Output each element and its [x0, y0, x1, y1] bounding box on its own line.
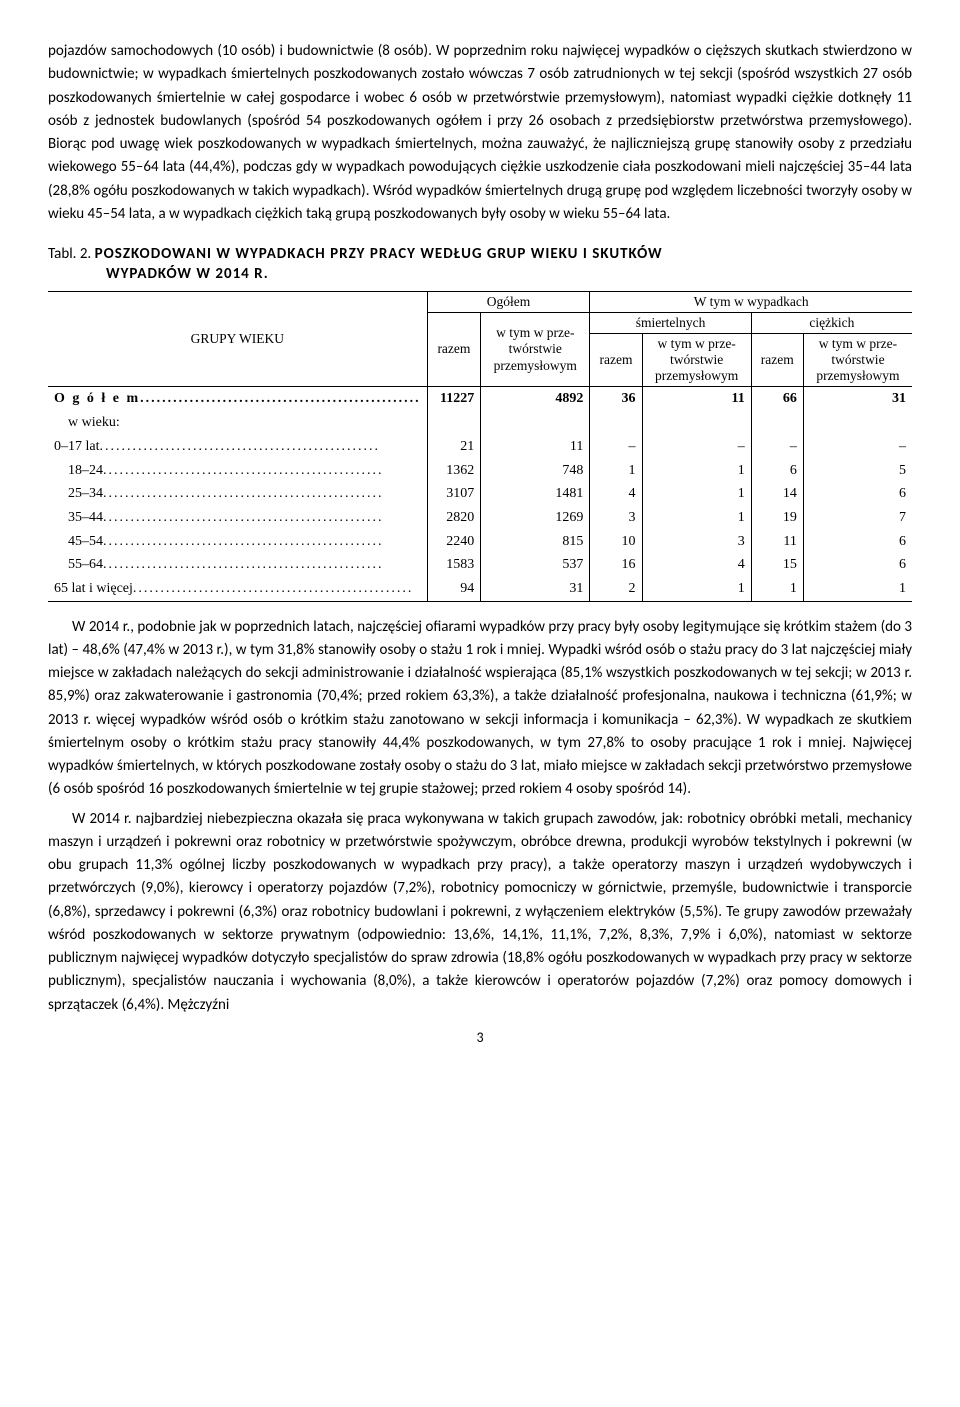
table-row: 18–2413627481165 — [48, 459, 912, 483]
cell: 1 — [590, 459, 642, 483]
cell: 5 — [803, 459, 912, 483]
page-number: 3 — [48, 1027, 912, 1049]
cell: 10 — [590, 530, 642, 554]
cell: 36 — [590, 387, 642, 411]
row-label: 35–44 — [48, 506, 427, 530]
cell: 2820 — [427, 506, 481, 530]
row-label: 18–24 — [48, 459, 427, 483]
cell: 7 — [803, 506, 912, 530]
cell: 6 — [803, 553, 912, 577]
cell: 14 — [751, 482, 803, 506]
table-row: 35–442820126931197 — [48, 506, 912, 530]
col-razem-2: razem — [590, 333, 642, 387]
cell: 11 — [481, 435, 590, 459]
table-row: 25–343107148141146 — [48, 482, 912, 506]
caption-title-1: POSZKODOWANI W WYPADKACH PRZY PRACY WEDŁ… — [95, 245, 663, 263]
cell: 15 — [751, 553, 803, 577]
col-ogolem: Ogółem — [427, 291, 590, 312]
cell: 3 — [590, 506, 642, 530]
col-ciezkich: ciężkich — [751, 312, 912, 333]
cell: 2 — [590, 577, 642, 601]
table-row: 0–17 lat2111–––– — [48, 435, 912, 459]
cell: 1269 — [481, 506, 590, 530]
row-label: 45–54 — [48, 530, 427, 554]
col-wtym: W tym w wypadkach — [590, 291, 912, 312]
row-suffix: w wieku: — [48, 411, 427, 435]
paragraph-1: pojazdów samochodowych (10 osób) i budow… — [48, 40, 912, 226]
table-row: 65 lat i więcej94312111 — [48, 577, 912, 601]
cell: 11 — [642, 387, 751, 411]
cell: – — [590, 435, 642, 459]
cell: 1 — [642, 482, 751, 506]
cell: 537 — [481, 553, 590, 577]
cell: 1 — [642, 577, 751, 601]
cell: 4892 — [481, 387, 590, 411]
cell: 1 — [642, 459, 751, 483]
cell — [481, 411, 590, 435]
cell: 11 — [751, 530, 803, 554]
cell: 1481 — [481, 482, 590, 506]
cell: 1 — [803, 577, 912, 601]
cell: 6 — [803, 530, 912, 554]
cell: 6 — [803, 482, 912, 506]
cell: 748 — [481, 459, 590, 483]
cell: 19 — [751, 506, 803, 530]
cell: 31 — [481, 577, 590, 601]
row-label: 25–34 — [48, 482, 427, 506]
col-smiertelnych: śmiertelnych — [590, 312, 751, 333]
table-row: w wieku: — [48, 411, 912, 435]
cell — [642, 411, 751, 435]
col-razem-3: razem — [751, 333, 803, 387]
cell: 4 — [642, 553, 751, 577]
row-label: O g ó ł e m — [48, 387, 427, 411]
cell — [590, 411, 642, 435]
cell: – — [751, 435, 803, 459]
cell: 6 — [751, 459, 803, 483]
data-table: GRUPY WIEKU Ogółem W tym w wypadkach raz… — [48, 291, 912, 602]
cell — [427, 411, 481, 435]
cell: 1362 — [427, 459, 481, 483]
caption-prefix: Tabl. 2. — [48, 245, 91, 263]
cell: 4 — [590, 482, 642, 506]
col-label: GRUPY WIEKU — [48, 291, 427, 387]
cell: 94 — [427, 577, 481, 601]
cell: 3 — [642, 530, 751, 554]
paragraph-3: W 2014 r. najbardziej niebezpieczna okaz… — [48, 808, 912, 1017]
row-label: 0–17 lat — [48, 435, 427, 459]
cell: – — [642, 435, 751, 459]
row-label: 55–64 — [48, 553, 427, 577]
table-caption: Tabl. 2. POSZKODOWANI W WYPADKACH PRZY P… — [48, 244, 912, 285]
cell: 66 — [751, 387, 803, 411]
caption-title-2: WYPADKÓW W 2014 R. — [106, 265, 269, 283]
table-row: O g ó ł e m11227489236116631 — [48, 387, 912, 411]
cell: 11227 — [427, 387, 481, 411]
cell: 21 — [427, 435, 481, 459]
cell: 1583 — [427, 553, 481, 577]
col-prz-3: w tym w prze- twórstwie przemysłowym — [803, 333, 912, 387]
cell: 815 — [481, 530, 590, 554]
cell: 1 — [642, 506, 751, 530]
cell: 1 — [751, 577, 803, 601]
table-row: 55–641583537164156 — [48, 553, 912, 577]
table-row: 45–542240815103116 — [48, 530, 912, 554]
cell: 2240 — [427, 530, 481, 554]
cell: 16 — [590, 553, 642, 577]
paragraph-2: W 2014 r., podobnie jak w poprzednich la… — [48, 616, 912, 802]
cell: – — [803, 435, 912, 459]
cell: 3107 — [427, 482, 481, 506]
col-prz-2: w tym w prze- twórstwie przemysłowym — [642, 333, 751, 387]
cell — [751, 411, 803, 435]
cell — [803, 411, 912, 435]
col-razem-1: razem — [427, 312, 481, 387]
col-prz-1: w tym w prze- twórstwie przemysłowym — [481, 312, 590, 387]
cell: 31 — [803, 387, 912, 411]
row-label: 65 lat i więcej — [48, 577, 427, 601]
